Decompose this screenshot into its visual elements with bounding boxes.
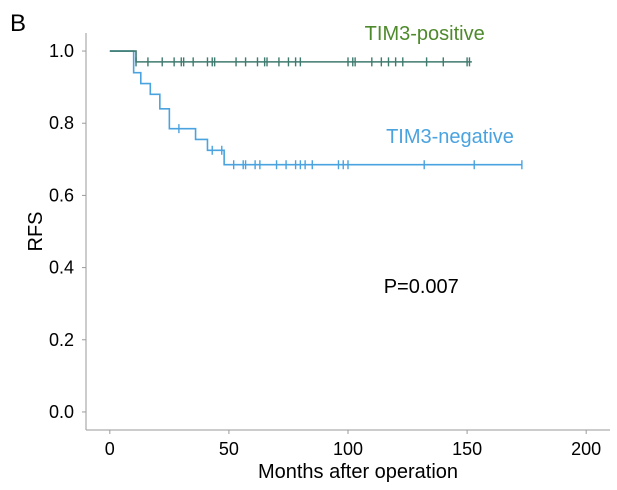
panel-label: B	[10, 10, 26, 37]
series-tim3-positive	[109, 50, 472, 67]
y-axis-title: RFS	[25, 212, 47, 252]
survival-curve-tim3-negative	[109, 50, 522, 166]
axes: 0 50 100 150 200 0.0 0.2 0.4 0.6 0.8 1.0 Months aft…	[25, 33, 610, 483]
y-tick-label: 0.4	[49, 258, 74, 278]
series-tim3-negative	[109, 50, 523, 170]
series-label-tim3-positive: TIM3-positive	[365, 23, 485, 45]
y-tick-label: 1.0	[49, 41, 74, 61]
x-axis-title: Months after operation	[258, 461, 458, 483]
y-tick-label: 0.2	[49, 330, 74, 350]
x-tick-label: 200	[571, 439, 601, 459]
y-tick-label: 0.6	[49, 185, 74, 205]
x-tick-label: 0	[105, 439, 115, 459]
y-tick-label: 0.0	[49, 402, 74, 422]
x-tick-label: 100	[333, 439, 363, 459]
p-value-annotation: P=0.007	[384, 276, 459, 298]
series-layer	[109, 50, 523, 170]
series-label-tim3-negative: TIM3-negative	[386, 126, 514, 148]
survival-curve-tim3-positive	[109, 50, 472, 63]
x-tick-label: 150	[452, 439, 482, 459]
x-tick-label: 50	[219, 439, 239, 459]
labels-layer: TIM3-negative TIM3-positive P=0.007	[365, 23, 514, 298]
y-tick-label: 0.8	[49, 113, 74, 133]
